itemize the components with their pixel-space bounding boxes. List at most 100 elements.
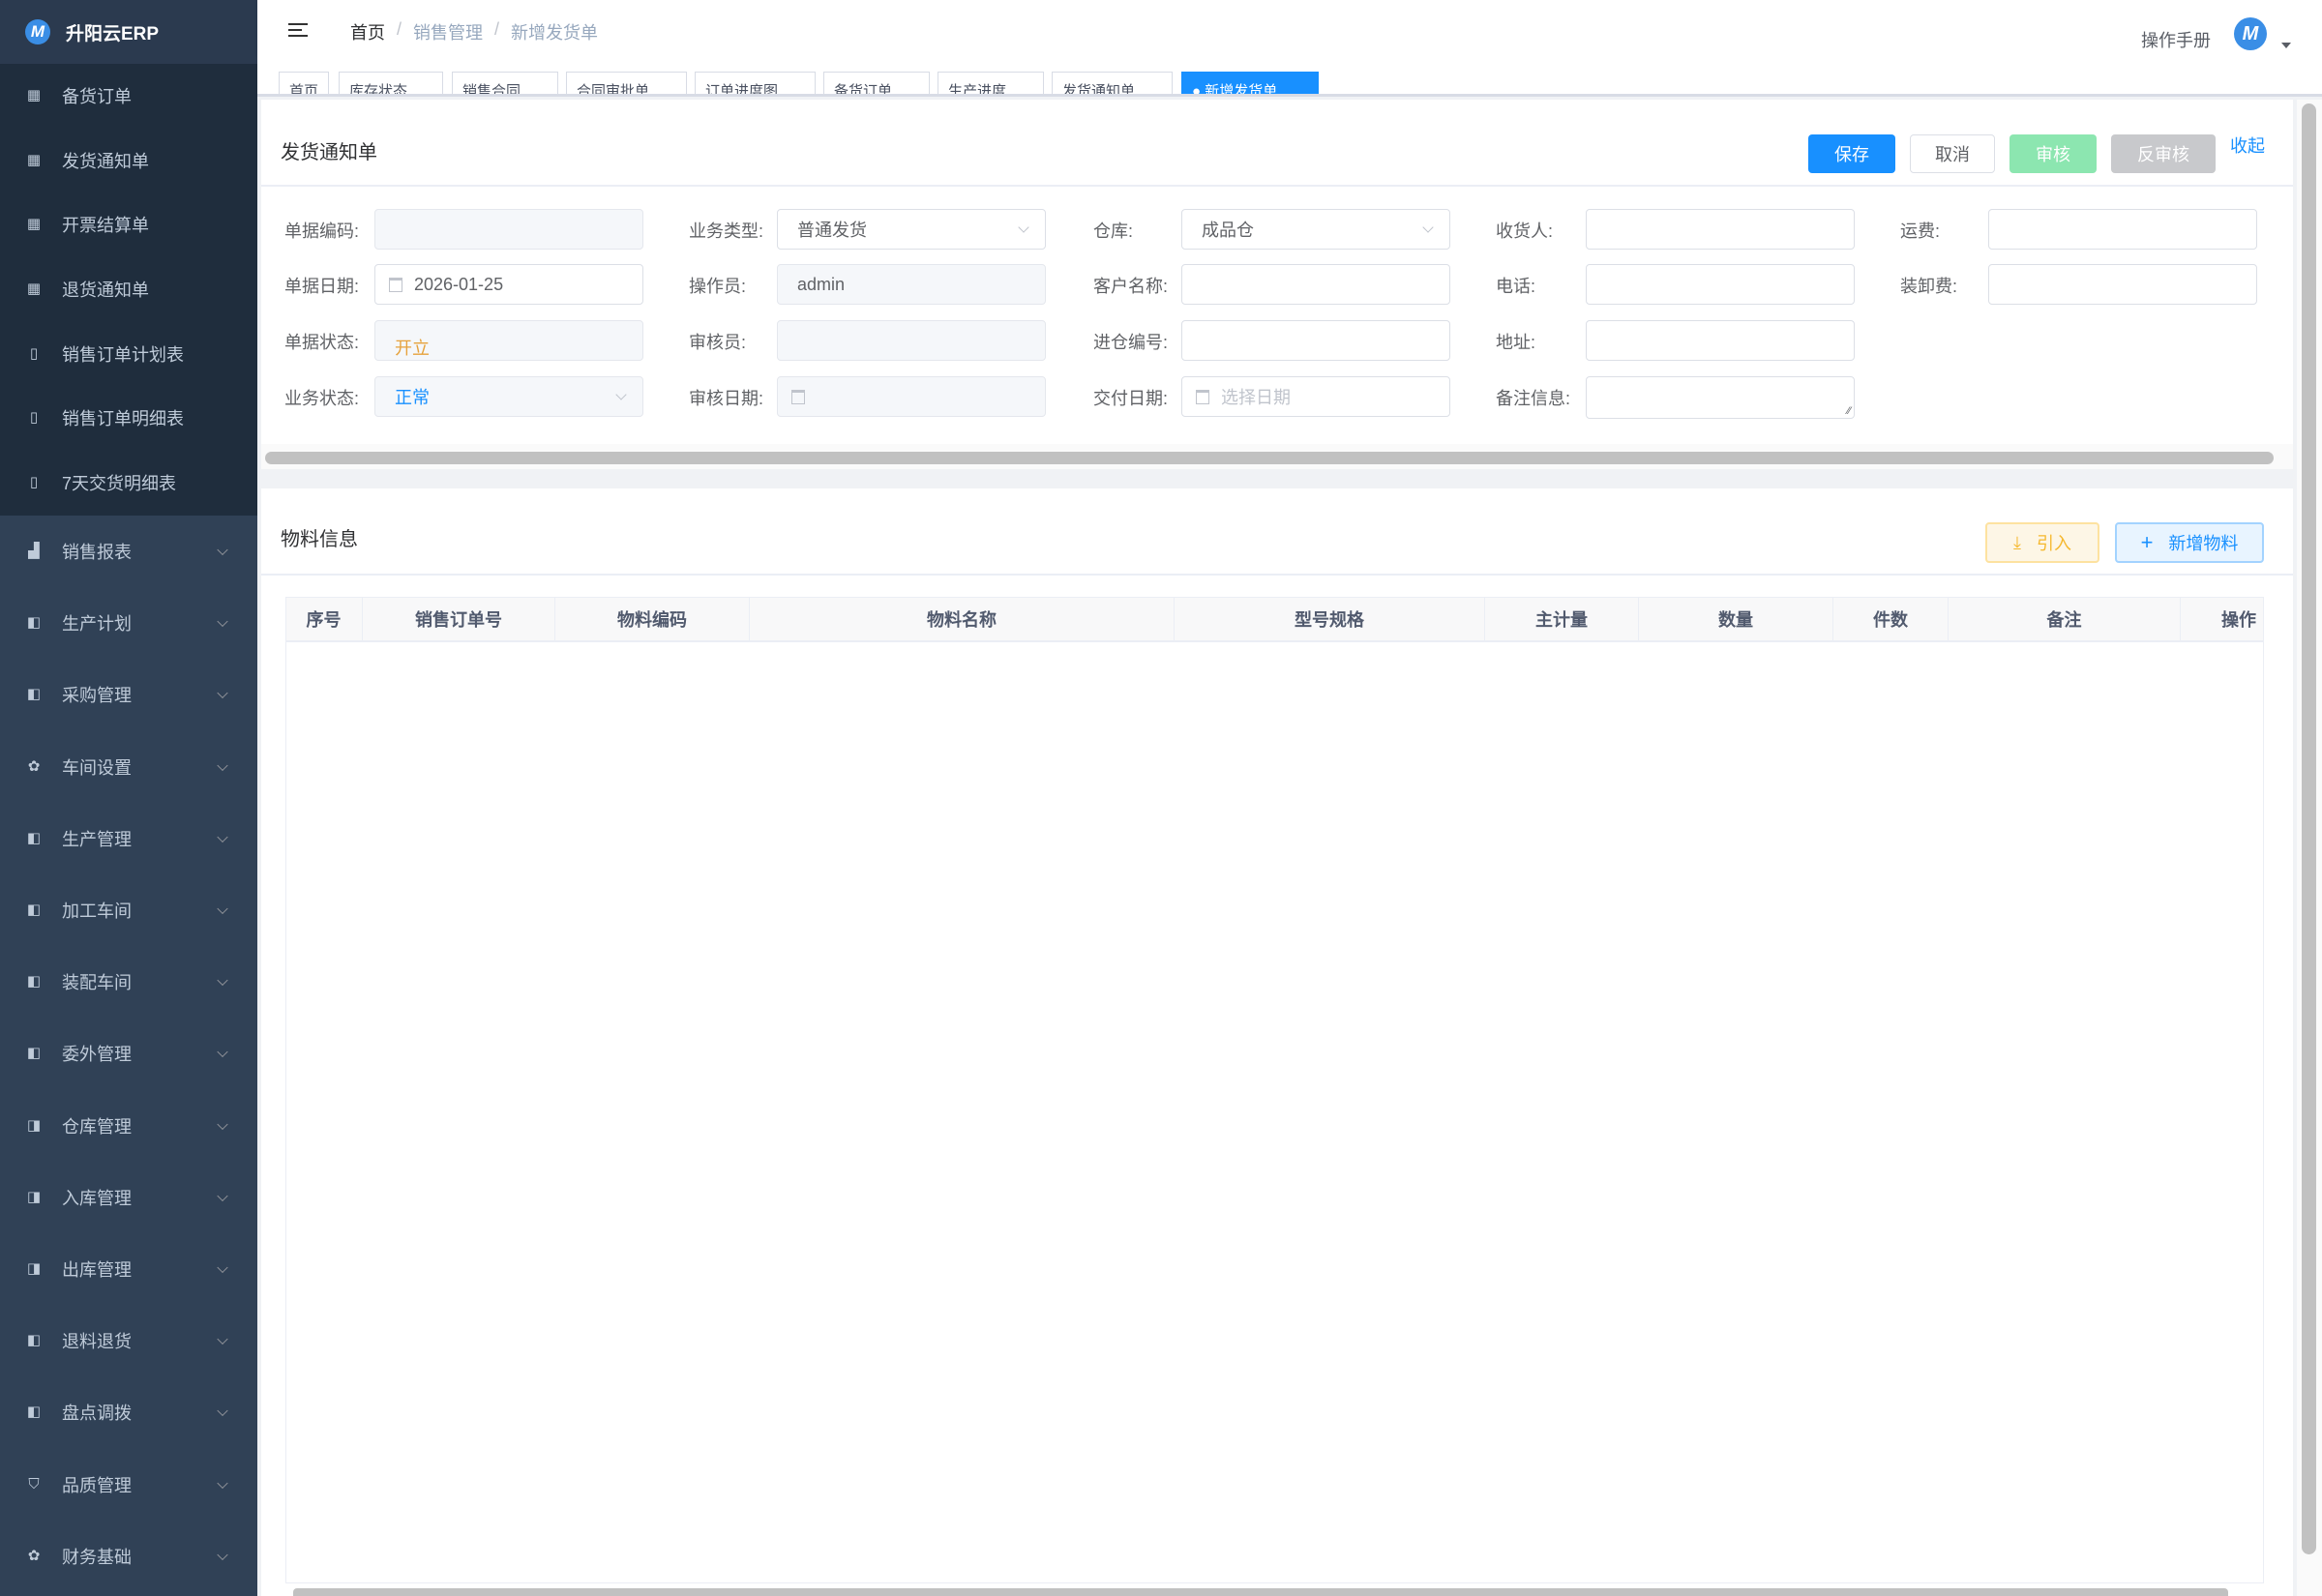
manual-link[interactable]: 操作手册 [2141,31,2211,50]
text-field[interactable] [1586,320,1855,361]
sidebar-item[interactable]: ▟ 销售报表 [0,516,257,587]
chevron-down-icon [217,1405,228,1417]
sidebar-item[interactable]: ▯ 7天交货明细表 [0,450,257,516]
calendar-icon [389,277,402,292]
sidebar-item[interactable]: ◧ 采购管理 [0,659,257,730]
sidebar-item-label: 仓库管理 [62,1116,132,1137]
text-field[interactable]: 开立 [374,320,643,361]
tab[interactable]: 首页 [279,72,329,94]
text-field[interactable] [374,209,643,250]
field-label: 审核日期: [689,389,764,408]
chevron-down-icon [217,1477,228,1489]
date-field[interactable]: 选择日期 [1181,376,1450,417]
horizontal-scrollbar[interactable] [265,452,2274,464]
tab[interactable]: 生产进度 [938,72,1044,94]
field-label: 业务状态: [284,389,360,408]
sidebar-item[interactable]: ◧ 装配车间 [0,946,257,1018]
select-field[interactable]: 成品仓 [1181,209,1450,250]
sidebar-item-label: 退料退货 [62,1332,132,1352]
column-header: 数量 [1639,598,1833,640]
table-horizontal-scrollbar[interactable] [293,1588,2228,1596]
table-icon: ▦ [26,151,42,168]
import-label: 引入 [2036,534,2071,553]
sidebar-item[interactable]: ▯ 销售订单明细表 [0,386,257,451]
tab[interactable]: 订单进度图 [695,72,816,94]
sidebar-item-label: 委外管理 [62,1045,132,1065]
column-header: 销售订单号 [363,598,555,640]
sidebar-item[interactable]: ◧ 退料退货 [0,1305,257,1376]
table-icon: ▦ [26,281,42,298]
sidebar-item[interactable]: ◧ 委外管理 [0,1018,257,1089]
gear-icon: ✿ [27,1547,41,1564]
text-field[interactable] [1988,209,2257,250]
save-button[interactable]: 保存 [1808,134,1895,173]
warehouse-icon: ◨ [26,1116,42,1134]
field-label: 交付日期: [1093,389,1169,408]
tab[interactable]: 库存状态 [339,72,443,94]
add-material-button[interactable]: + 新增物料 [2115,522,2264,563]
chevron-down-icon [217,1190,228,1201]
sidebar-item[interactable]: ✿ 财务基础 [0,1521,257,1592]
tab[interactable]: 发货通知单 [1052,72,1173,94]
sidebar-item-label: 销售订单明细表 [62,409,184,429]
date-field[interactable] [777,376,1046,417]
divider [261,185,2293,187]
hamburger-icon[interactable] [288,23,308,39]
breadcrumb: 首页 / 销售管理 / 新增发货单 [350,19,599,43]
caret-down-icon[interactable] [2281,43,2291,53]
sidebar-item-label: 销售订单计划表 [62,344,184,365]
chevron-down-icon [1018,222,1029,233]
sidebar-item[interactable]: ▦ 发货通知单 [0,128,257,193]
sidebar-item[interactable]: ◧ 加工车间 [0,874,257,946]
unaudit-button[interactable]: 反审核 [2111,134,2216,173]
sidebar-item[interactable]: ◧ 生产计划 [0,587,257,659]
sidebar-item[interactable]: ▦ 开票结算单 [0,192,257,257]
vertical-scrollbar[interactable] [2302,103,2316,1554]
tab[interactable]: 合同审批单 [566,72,687,94]
text-field[interactable] [1181,320,1450,361]
sidebar-item[interactable]: ◨ 入库管理 [0,1162,257,1233]
text-field[interactable] [1988,264,2257,305]
breadcrumb-home[interactable]: 首页 [350,23,385,43]
breadcrumb-sales[interactable]: 销售管理 [413,23,484,43]
select-field[interactable]: 正常 [374,376,643,417]
sidebar-item[interactable]: ▦ 退货通知单 [0,256,257,322]
field-value: 成品仓 [1202,221,1254,240]
form-title: 发货通知单 [281,142,377,163]
text-field[interactable] [777,320,1046,361]
text-field[interactable] [1586,209,1855,250]
sidebar-item-label: 备货订单 [62,87,132,107]
select-field[interactable]: 普通发货 [777,209,1046,250]
copy-icon: ◧ [26,686,42,703]
chevron-down-icon [217,831,228,842]
sidebar-item[interactable]: ◧ 盘点调拨 [0,1376,257,1448]
sidebar-item[interactable]: ◧ 生产管理 [0,803,257,874]
field-label: 进仓编号: [1093,333,1169,352]
textarea-field[interactable]: ⁄⁄ [1586,376,1855,419]
logo-icon: M [25,19,50,44]
avatar[interactable]: M [2234,17,2267,50]
sidebar-item-label: 发货通知单 [62,151,149,171]
table-header: 序号 销售订单号 物料编码 物料名称 型号规格 主计量 数量 件数 备注 操作 [286,598,2263,642]
text-field[interactable] [1181,264,1450,305]
sidebar-item[interactable]: ⛉ 品质管理 [0,1449,257,1521]
text-field[interactable]: admin [777,264,1046,305]
sidebar-item[interactable]: ◨ 出库管理 [0,1233,257,1305]
sidebar-item[interactable]: ✿ 车间设置 [0,731,257,803]
import-button[interactable]: ⤓ 引入 [1985,522,2099,563]
collapse-link[interactable]: 收起 [2230,136,2265,156]
logo[interactable]: M 升阳云ERP [0,0,257,64]
warehouse-icon: ◨ [26,1260,42,1278]
audit-button[interactable]: 审核 [2009,134,2097,173]
field-label: 业务类型: [689,222,764,241]
text-field[interactable] [1586,264,1855,305]
sidebar-item[interactable]: ◨ 仓库管理 [0,1090,257,1162]
date-field[interactable]: 2026-01-25 [374,264,643,305]
tab[interactable]: 备货订单 [823,72,930,94]
cancel-button[interactable]: 取消 [1910,134,1995,173]
tab[interactable]: 销售合同 [452,72,558,94]
sidebar-item[interactable]: ▦ 备货订单 [0,64,257,129]
tab[interactable]: ● 新增发货单 [1181,72,1319,94]
sidebar-item[interactable]: ▯ 销售订单计划表 [0,321,257,386]
field-label: 运费: [1900,222,1941,241]
